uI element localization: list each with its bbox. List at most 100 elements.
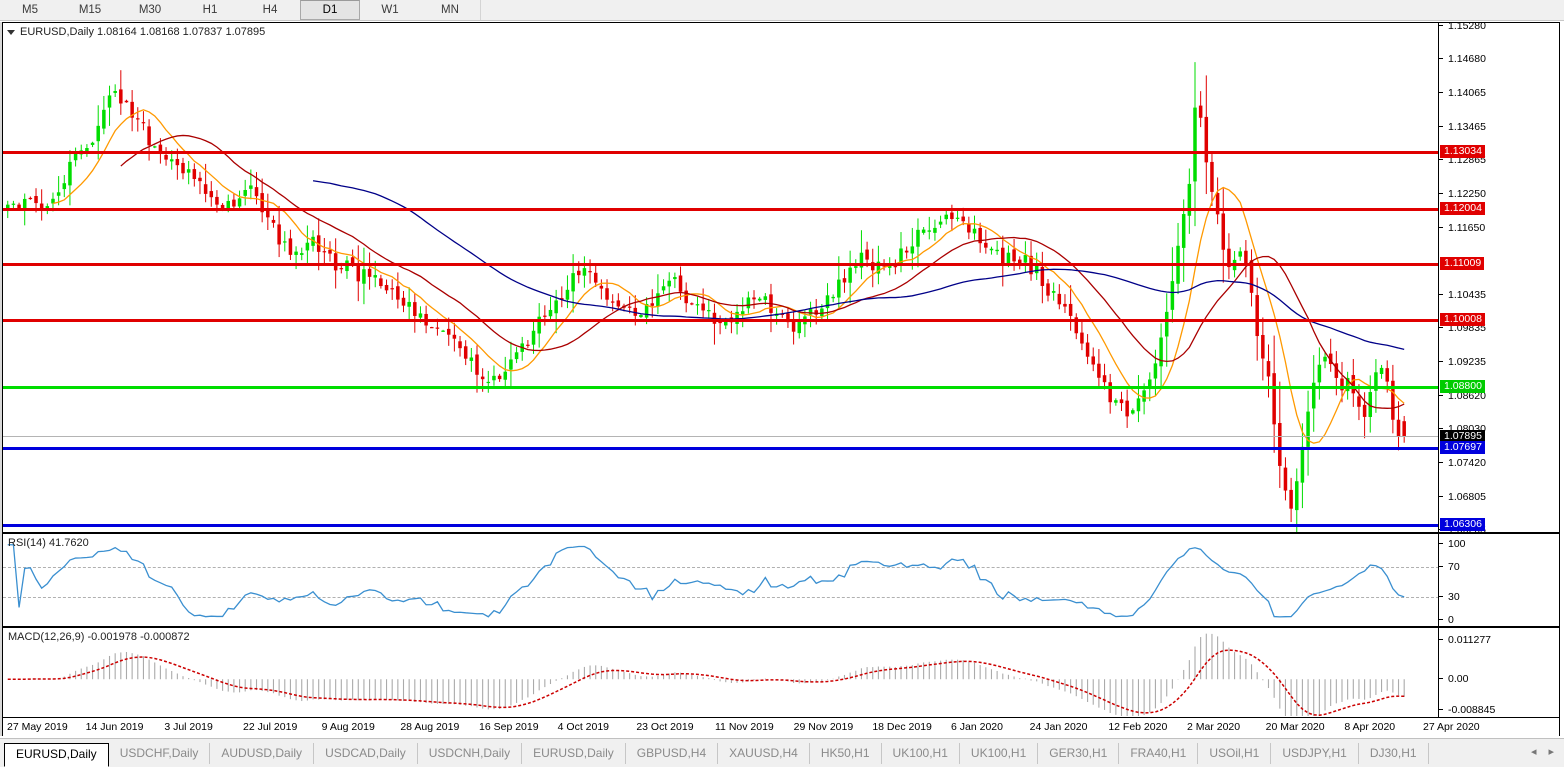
chart-tab-7[interactable]: XAUUSD,H4	[718, 743, 810, 764]
chart-header: EURUSD,Daily 1.08164 1.08168 1.07837 1.0…	[7, 26, 265, 38]
price-tick: 1.13465	[1439, 121, 1486, 133]
date-tick: 16 Sep 2019	[479, 721, 539, 733]
chart-tab-14[interactable]: USDJPY,H1	[1271, 743, 1359, 764]
chart-tab-11[interactable]: GER30,H1	[1038, 743, 1120, 764]
rsi-level-70	[3, 566, 1439, 568]
level-line-resistance[interactable]	[3, 150, 1439, 154]
chart-header-text: EURUSD,Daily 1.08164 1.08168 1.07837 1.0…	[20, 26, 266, 38]
chart-tab-6[interactable]: GBPUSD,H4	[626, 743, 719, 764]
macd-tick: 0.011277	[1439, 634, 1491, 646]
timeframe-h4[interactable]: H4	[240, 0, 300, 20]
chart-tab-9[interactable]: UK100,H1	[882, 743, 960, 764]
rsi-pane[interactable]: RSI(14) 41.7620 100 70 30 0	[3, 533, 1559, 627]
price-tick: 1.12250	[1439, 188, 1486, 200]
price-tick: 1.09235	[1439, 356, 1486, 368]
macd-axis: 0.011277 0.00 -0.008845	[1438, 628, 1559, 717]
date-tick: 12 Feb 2020	[1108, 721, 1168, 733]
timeframe-m15[interactable]: M15	[60, 0, 120, 20]
date-tick: 18 Dec 2019	[872, 721, 932, 733]
date-axis[interactable]: 27 May 2019 14 Jun 2019 3 Jul 2019 22 Jul 2…	[3, 717, 1559, 736]
rsi-level-30	[3, 597, 1439, 599]
price-tag-resistance: 1.10008	[1440, 312, 1485, 326]
macd-tick: -0.008845	[1439, 704, 1495, 716]
price-pane[interactable]: EURUSD,Daily 1.08164 1.08168 1.07837 1.0…	[3, 20, 1559, 536]
date-tick: 6 Jan 2020	[951, 721, 1003, 733]
level-line-current-price[interactable]	[3, 436, 1439, 438]
macd-tick: 0.00	[1439, 673, 1468, 685]
rsi-series	[3, 534, 1439, 626]
chart-left-gutter	[0, 22, 2, 736]
chart-tab-2[interactable]: AUDUSD,Daily	[210, 743, 315, 764]
price-tag-current-price: 1.07895	[1440, 430, 1485, 444]
level-line-support[interactable]	[3, 524, 1439, 528]
tab-scroll-right-icon[interactable]: ▸	[1548, 746, 1554, 758]
price-tag-support: 1.07697	[1440, 441, 1485, 455]
rsi-label: RSI(14) 41.7620	[8, 537, 89, 549]
date-tick: 22 Jul 2019	[243, 721, 298, 733]
price-tick: 1.14065	[1439, 87, 1486, 99]
timeframe-m30[interactable]: M30	[120, 0, 180, 20]
triangle-down-icon[interactable]	[7, 29, 15, 35]
date-tick: 27 Apr 2020	[1423, 721, 1480, 733]
rsi-tick: 30	[1439, 591, 1460, 603]
date-tick: 11 Nov 2019	[715, 721, 774, 733]
price-tick: 1.15280	[1439, 20, 1486, 32]
candlestick-series	[3, 23, 1439, 532]
price-tick: 1.07420	[1439, 457, 1486, 469]
chart-tab-0[interactable]: EURUSD,Daily	[4, 743, 109, 767]
rsi-tick: 70	[1439, 561, 1460, 573]
chart-tab-8[interactable]: HK50,H1	[810, 743, 882, 764]
date-tick: 28 Aug 2019	[400, 721, 460, 733]
date-tick: 14 Jun 2019	[85, 721, 144, 733]
date-tick: 24 Jan 2020	[1029, 721, 1088, 733]
price-tick: 1.06805	[1439, 491, 1486, 503]
date-tick: 4 Oct 2019	[557, 721, 610, 733]
price-tag-pivot: 1.08800	[1440, 379, 1485, 393]
chart-tab-4[interactable]: USDCNH,Daily	[418, 743, 523, 764]
timeframe-m5[interactable]: M5	[0, 0, 60, 20]
macd-label: MACD(12,26,9) -0.001978 -0.000872	[8, 631, 190, 643]
rsi-axis: 100 70 30 0	[1438, 534, 1559, 626]
price-tick: 1.10435	[1439, 289, 1486, 301]
chart-tab-15[interactable]: DJ30,H1	[1359, 743, 1429, 764]
timeframe-mn[interactable]: MN	[420, 0, 480, 20]
price-tag-resistance: 1.13034	[1440, 144, 1485, 158]
timeframe-toolbar: M5 M15 M30 H1 H4 D1 W1 MN	[0, 0, 1564, 21]
timeframe-w1[interactable]: W1	[360, 0, 420, 20]
rsi-tick: 100	[1439, 538, 1466, 550]
date-tick: 29 Nov 2019	[793, 721, 854, 733]
chart-tab-12[interactable]: FRA40,H1	[1119, 743, 1199, 764]
chart-tab-5[interactable]: EURUSD,Daily	[522, 743, 626, 764]
chart-tab-13[interactable]: USOil,H1	[1198, 743, 1272, 764]
level-line-resistance[interactable]	[3, 207, 1439, 211]
timeframe-h1[interactable]: H1	[180, 0, 240, 20]
price-tag-resistance: 1.12004	[1440, 201, 1485, 215]
tab-scroll-controls: ◂ ▸	[1521, 745, 1564, 758]
date-tick: 23 Oct 2019	[636, 721, 694, 733]
date-tick: 27 May 2019	[7, 721, 68, 733]
level-line-pivot[interactable]	[3, 385, 1439, 389]
macd-pane[interactable]: MACD(12,26,9) -0.001978 -0.000872 0.0112…	[3, 627, 1559, 717]
chart-tab-bar: EURUSD,Daily USDCHF,Daily AUDUSD,Daily USDC…	[0, 738, 1564, 767]
timeframe-d1[interactable]: D1	[300, 0, 360, 20]
price-axis[interactable]: 1.15280 1.14680 1.14065 1.13465 1.12865 1.122…	[1438, 20, 1559, 536]
toolbar-spacer	[480, 0, 1564, 20]
date-tick: 8 Apr 2020	[1344, 721, 1396, 733]
date-tick: 3 Jul 2019	[164, 721, 213, 733]
level-line-resistance[interactable]	[3, 318, 1439, 322]
level-line-support[interactable]	[3, 447, 1439, 451]
macd-plot-area[interactable]	[3, 628, 1439, 717]
rsi-tick: 0	[1439, 614, 1454, 626]
date-tick: 20 Mar 2020	[1265, 721, 1325, 733]
macd-series	[3, 628, 1439, 716]
price-tick: 1.14680	[1439, 53, 1486, 65]
date-tick: 2 Mar 2020	[1187, 721, 1241, 733]
price-plot-area[interactable]	[3, 23, 1439, 532]
tab-scroll-left-icon[interactable]: ◂	[1530, 746, 1537, 758]
price-tag-resistance: 1.11009	[1440, 257, 1485, 271]
level-line-resistance[interactable]	[3, 263, 1439, 267]
rsi-plot-area[interactable]	[3, 534, 1439, 626]
chart-tab-1[interactable]: USDCHF,Daily	[109, 743, 211, 764]
chart-tab-3[interactable]: USDCAD,Daily	[314, 743, 418, 764]
chart-tab-10[interactable]: UK100,H1	[960, 743, 1039, 764]
